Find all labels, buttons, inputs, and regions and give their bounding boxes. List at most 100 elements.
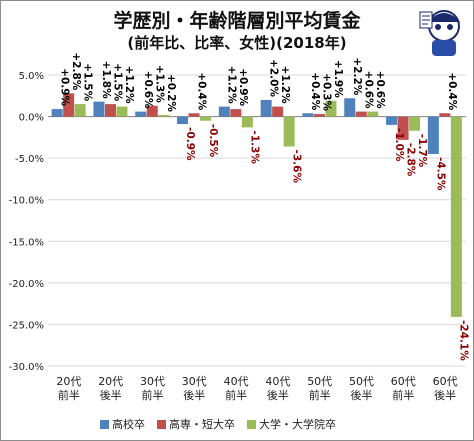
bar	[427, 116, 439, 154]
data-label: +0.6%	[142, 71, 154, 109]
x-tick-label: 後半	[100, 388, 122, 402]
data-label: +0.4%	[195, 72, 207, 110]
legend: 高校卒 高専・短大卒 大学・大学院卒	[100, 416, 460, 432]
x-tick-label: 60代	[391, 375, 416, 388]
data-label: +1.3%	[154, 65, 166, 103]
bar	[93, 101, 105, 117]
data-label: -0.9%	[184, 127, 196, 161]
data-label: +0.4%	[446, 72, 458, 110]
y-tick-label: -20.0%	[9, 279, 44, 290]
x-tick-label: 50代	[349, 375, 374, 388]
data-label: +0.6%	[374, 71, 386, 109]
x-tick-label: 前半	[58, 388, 80, 402]
x-tick-label: 40代	[265, 375, 290, 388]
data-label: +1.2%	[226, 66, 238, 104]
data-label: +0.4%	[309, 72, 321, 110]
x-tick-label: 30代	[182, 375, 207, 388]
x-tick-label: 前半	[225, 388, 247, 402]
y-tick-label: 5.0%	[19, 71, 44, 82]
data-label: +0.9%	[237, 68, 249, 106]
bar	[344, 98, 356, 117]
x-tick-label: 前半	[142, 388, 164, 402]
bar	[177, 116, 189, 125]
bar	[439, 113, 451, 117]
bar	[188, 113, 200, 117]
legend-item-highschool: 高校卒	[100, 416, 145, 432]
data-label: -4.5%	[435, 157, 447, 191]
x-tick-label: 50代	[307, 375, 332, 388]
chart-subtitle: (前年比、比率、女性)(2018年)	[127, 34, 347, 52]
x-tick-label: 20代	[98, 375, 123, 388]
y-tick-label: -25.0%	[9, 320, 44, 331]
bar	[116, 106, 128, 117]
mascot-illustration	[419, 10, 460, 56]
data-label: +1.5%	[81, 63, 93, 101]
data-label: +1.2%	[279, 66, 291, 104]
legend-item-university: 大学・大学院卒	[247, 416, 336, 432]
data-label: +0.6%	[363, 71, 375, 109]
data-label: -2.8%	[404, 143, 416, 177]
data-label: -1.7%	[416, 134, 428, 168]
x-tick-label: 後半	[351, 388, 373, 402]
legend-swatch-university	[247, 419, 256, 429]
bar	[313, 114, 325, 117]
x-tick-label: 前半	[392, 388, 414, 402]
legend-swatch-highschool	[100, 419, 109, 429]
data-label: +0.2%	[165, 74, 177, 112]
x-tick-label: 後半	[183, 388, 205, 402]
data-label: +2.8%	[70, 52, 82, 90]
data-label: +2.2%	[351, 57, 363, 95]
x-tick-label: 60代	[433, 375, 458, 388]
y-tick-label: -30.0%	[9, 362, 44, 373]
data-label: +0.9%	[58, 68, 70, 106]
bar	[51, 109, 63, 117]
legend-label-college: 高専・短大卒	[169, 418, 235, 431]
x-tick-label: 前半	[309, 388, 331, 402]
bar	[367, 111, 379, 117]
data-label: +2.0%	[267, 59, 279, 97]
bar	[283, 116, 295, 147]
data-label: -1.3%	[249, 130, 261, 164]
bar	[355, 111, 367, 117]
bar	[104, 104, 116, 117]
data-label: -3.6%	[290, 150, 302, 184]
bar	[63, 93, 75, 117]
bar	[200, 116, 212, 121]
legend-label-highschool: 高校卒	[112, 418, 145, 431]
bar	[230, 109, 242, 117]
bar	[386, 116, 398, 125]
data-label: -1.0%	[393, 128, 405, 162]
data-label: +1.8%	[100, 61, 112, 99]
bar	[241, 116, 253, 128]
bar	[302, 113, 314, 117]
x-tick-label: 後半	[267, 388, 289, 402]
y-tick-label: -5.0%	[15, 154, 44, 165]
data-label: -0.5%	[207, 124, 219, 158]
bar	[272, 106, 284, 117]
bar	[135, 111, 147, 117]
bar	[218, 106, 230, 117]
data-label: +1.9%	[332, 60, 344, 98]
x-tick-label: 後半	[434, 388, 456, 402]
legend-swatch-college	[157, 419, 166, 429]
chart-title: 学歴別・年齢階層別平均賃金	[113, 10, 361, 32]
bar	[260, 99, 272, 117]
bar	[325, 100, 337, 117]
legend-label-university: 大学・大学院卒	[259, 418, 336, 431]
x-tick-label: 20代	[56, 375, 81, 388]
x-tick-label: 40代	[224, 375, 249, 388]
data-label: -24.1%	[458, 320, 470, 361]
bar	[397, 116, 409, 140]
legend-item-college: 高専・短大卒	[157, 416, 235, 432]
data-label: +1.5%	[112, 63, 124, 101]
y-tick-label: 0.0%	[19, 113, 44, 124]
bar	[74, 104, 86, 117]
bar	[409, 116, 421, 131]
x-tick-label: 30代	[140, 375, 165, 388]
y-tick-label: -15.0%	[9, 237, 44, 248]
bar	[158, 114, 170, 117]
data-label: +1.2%	[123, 66, 135, 104]
y-tick-label: -10.0%	[9, 196, 44, 207]
